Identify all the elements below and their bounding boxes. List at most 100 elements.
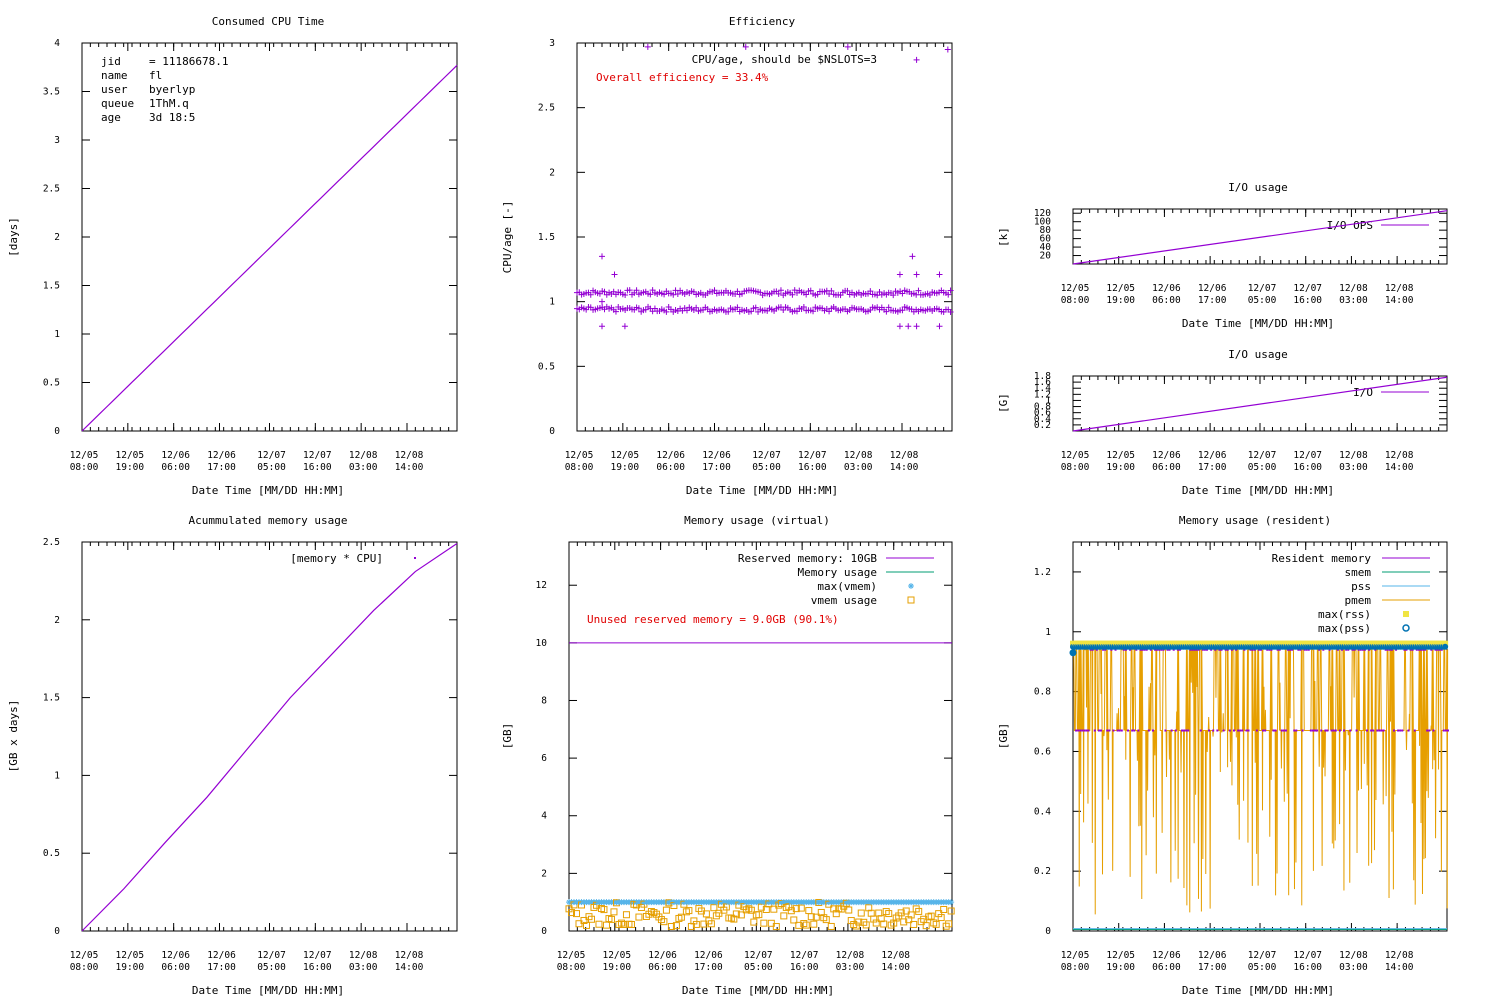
vmem-usage-point (590, 903, 598, 911)
rmem-x-tick-date: 12/05 (1061, 950, 1090, 961)
vmem-usage-point (602, 921, 610, 929)
vmem-usage-point (830, 905, 838, 913)
vmem-usage-point (802, 921, 810, 929)
resident-memory-point (1442, 729, 1445, 732)
vmem-usage-point (925, 913, 933, 921)
vmem-usage-point (945, 920, 953, 928)
resident-memory-point (1079, 729, 1082, 732)
accmem-x-tick-time: 03:00 (349, 962, 378, 973)
eff-x-tick-date: 12/05 (611, 450, 640, 461)
io_ops-x-tick-date: 12/06 (1152, 283, 1181, 294)
rmem-y-tick-label: 1 (1045, 627, 1051, 638)
resident-memory-point (1301, 729, 1304, 732)
accmem-y-tick-label: 1 (54, 770, 60, 781)
efficiency-point (711, 287, 718, 294)
vmem-y-tick-label: 0 (541, 926, 547, 937)
cpu-y-tick-label: 2 (54, 232, 60, 243)
accmem-x-tick-time: 06:00 (161, 962, 190, 973)
resident-memory-point (1380, 729, 1383, 732)
efficiency-point (810, 308, 817, 315)
io-x-tick-time: 14:00 (1385, 462, 1414, 473)
resident-memory-point (1168, 648, 1171, 651)
info-val-age: 3d 18:5 (149, 111, 195, 124)
resident-memory-legend: Resident memorysmempsspmemmax(rss)max(ps… (1272, 552, 1430, 635)
accmem-x-tick-date: 12/06 (161, 950, 190, 961)
efficiency-point (752, 304, 759, 311)
accmem-y-tick-label: 0 (54, 926, 60, 937)
resident-memory-point (1328, 648, 1331, 651)
vmem-usage-point (627, 920, 635, 928)
vmem-usage-point (800, 920, 808, 928)
io-x-tick-time: 17:00 (1198, 462, 1227, 473)
resident-memory-point (1226, 648, 1229, 651)
cpu-x-tick-time: 19:00 (116, 462, 145, 473)
rmem-y-tick-label: 0.4 (1034, 806, 1051, 817)
cpu-y-tick-label: 0 (54, 426, 60, 437)
resident-memory-point (1075, 729, 1078, 732)
cpu-x-tick-date: 12/08 (395, 450, 424, 461)
accmem-x-tick-time: 16:00 (303, 962, 332, 973)
vmem-usage-point (870, 915, 878, 923)
vmem-usage-point (907, 911, 915, 919)
resident-memory-point (1205, 648, 1208, 651)
vmem-usage-point (567, 909, 575, 917)
io-x-tick-time: 05:00 (1248, 462, 1277, 473)
io_ops-y-tick-label: 40 (1040, 242, 1052, 253)
efficiency-point (734, 304, 741, 311)
resident-memory-point (1280, 729, 1283, 732)
resident-memory-point (1212, 729, 1215, 732)
resident-memory-point (1104, 648, 1107, 651)
vmem-usage-point (662, 906, 670, 914)
io_ops-x-tick-date: 12/05 (1061, 283, 1090, 294)
efficiency-point (748, 308, 755, 315)
io-panel: I/O usage [G] Date Time [MM/DD HH:MM] I/… (997, 348, 1448, 497)
rmem-x-tick-time: 06:00 (1152, 962, 1181, 973)
accmem-x-tick-date: 12/07 (257, 950, 286, 961)
efficiency-point (635, 305, 642, 312)
cpu-x-tick-date: 12/05 (116, 450, 145, 461)
io_ops-x-tick-time: 06:00 (1152, 295, 1181, 306)
io-ops-legend: I/O OPS (1327, 219, 1373, 232)
vmem-usage-point (755, 911, 763, 919)
resident-memory-point (1129, 648, 1132, 651)
resident-memory-point (1255, 729, 1258, 732)
io_ops-x-tick-time: 03:00 (1339, 295, 1368, 306)
resident-memory-point (1370, 729, 1373, 732)
vmem-usage-point (772, 923, 780, 931)
resident-memory-point (1386, 648, 1389, 651)
resident-memory-point (1203, 648, 1206, 651)
resident-memory-point (1124, 648, 1127, 651)
eff-x-tick-time: 06:00 (656, 462, 685, 473)
accmem-y-tick-label: 2 (54, 615, 60, 626)
efficiency-point (674, 290, 681, 297)
resident-memory-point (1141, 648, 1144, 651)
resident-memory-point (1336, 648, 1339, 651)
vmem-usage-point (597, 905, 605, 913)
eff-y-tick-label: 1 (549, 297, 555, 308)
resident-memory-point (1322, 648, 1325, 651)
resident-memory-point (1089, 648, 1092, 651)
resident-memory-point (1257, 648, 1260, 651)
resident-memory-point (1372, 729, 1375, 732)
vmem-usage-point (932, 920, 940, 928)
rmem-x-tick-date: 12/07 (1293, 950, 1322, 961)
resident-memory-legend-label: max(pss) (1318, 622, 1371, 635)
resident-memory-point (1351, 648, 1354, 651)
efficiency-point (899, 307, 906, 314)
vmem-points (565, 898, 955, 931)
io-y-tick-label: 1.6 (1034, 377, 1051, 388)
cpu-x-tick-time: 03:00 (349, 462, 378, 473)
io-x-tick-time: 03:00 (1339, 462, 1368, 473)
resident-memory-point (1197, 648, 1200, 651)
eff-x-tick-date: 12/08 (890, 450, 919, 461)
efficiency-point (693, 304, 700, 311)
io-y-tick-label: 1.4 (1034, 383, 1051, 394)
io_ops-y-tick-label: 60 (1040, 234, 1052, 245)
resident-memory-point (1295, 729, 1298, 732)
rmem-x-tick-date: 12/08 (1385, 950, 1414, 961)
io-y-tick-label: 1.2 (1034, 389, 1051, 400)
io-x-tick-date: 12/05 (1061, 450, 1090, 461)
resident-memory-point (1276, 648, 1279, 651)
vmem-usage-point (600, 906, 608, 914)
efficiency-point (647, 291, 654, 298)
